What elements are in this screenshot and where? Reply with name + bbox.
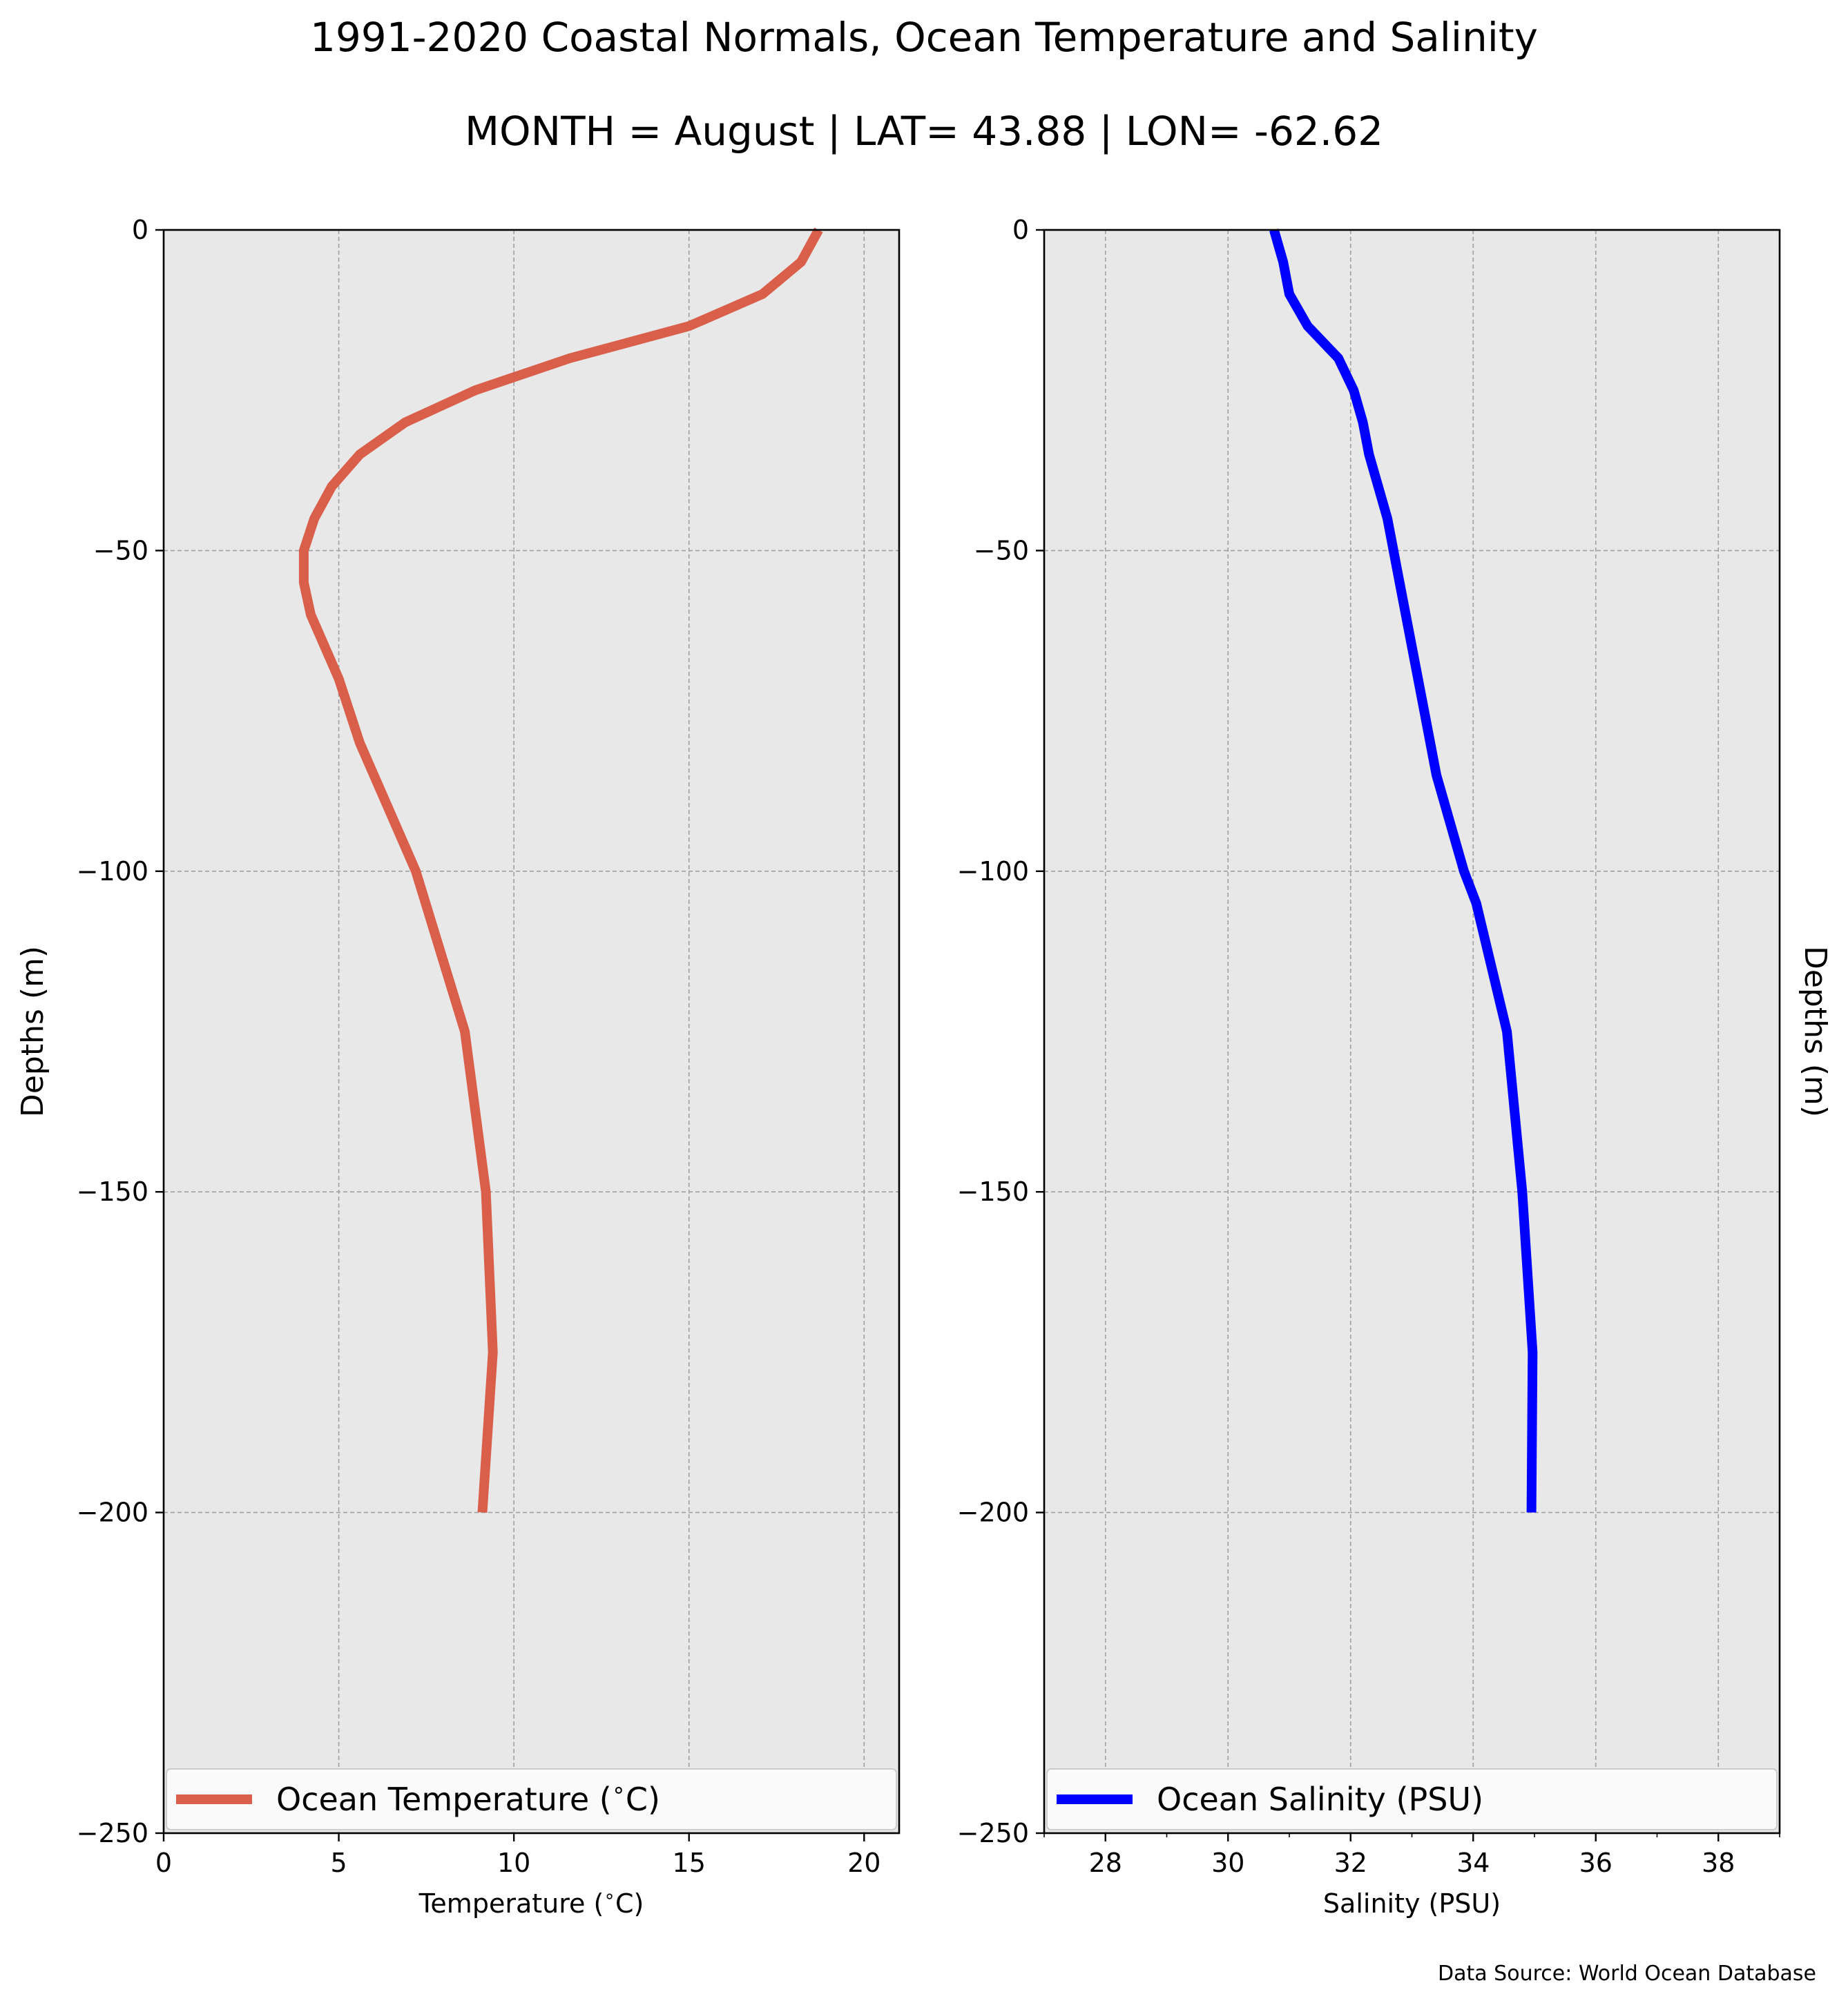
legend-box [166,1768,897,1830]
legend-box [1046,1768,1778,1830]
x-axis-label: Temperature (∘C) [418,1886,644,1919]
y-tick-label: −200 [77,1498,148,1528]
y-tick-label: −250 [957,1818,1029,1848]
y-tick-label: 0 [132,215,148,245]
y-tick-label: −100 [77,856,148,887]
plot-area [1044,230,1780,1833]
chart-subtitle: MONTH = August | LAT= 43.88 | LON= -62.6… [465,108,1383,155]
source-note: Data Source: World Ocean Database [1438,1962,1816,1986]
x-tick-label: 20 [847,1848,880,1878]
x-axis-label: Salinity (PSU) [1323,1888,1501,1919]
x-tick-label: 30 [1211,1848,1244,1878]
x-tick-label: 0 [155,1848,172,1878]
x-tick-label: 34 [1456,1848,1490,1878]
x-tick-label: 28 [1089,1848,1122,1878]
legend-label: Ocean Salinity (PSU) [1157,1781,1483,1818]
legend-label: Ocean Temperature (∘C) [276,1777,660,1818]
salinity-panel: Ocean Salinity (PSU) 28 30 32 34 36 38 0 −50 −100… [957,215,1833,1919]
x-tick-label: 15 [673,1848,706,1878]
series-line [1269,229,1538,1513]
y-tick-label: −250 [77,1818,148,1848]
legend: Ocean Temperature (∘C) [166,1768,897,1830]
x-tick-label: 38 [1702,1848,1735,1878]
x-tick-label: 32 [1334,1848,1367,1878]
y-tick-label: −150 [957,1177,1029,1207]
temperature-panel: Ocean Temperature (∘C) 0 5 10 15 20 0 −50 −100 −1… [15,215,901,1919]
legend: Ocean Salinity (PSU) [1046,1768,1778,1830]
y-tick-label: −150 [77,1177,148,1207]
series-line [298,227,823,1513]
axes-frame [162,229,901,1835]
x-tick-label: 36 [1579,1848,1613,1878]
y-tick-label: −200 [957,1498,1029,1528]
y-tick-label: −100 [957,856,1029,887]
y-tick-label: −50 [974,535,1029,565]
x-tick-label: 5 [330,1848,347,1878]
y-tick-label: −50 [93,535,148,565]
chart-title: 1991-2020 Coastal Normals, Ocean Tempera… [310,14,1538,61]
x-tick-label: 10 [497,1848,530,1878]
y-axis-label: Depths (m) [1798,946,1833,1117]
plot-area [164,230,899,1833]
y-tick-label: 0 [1012,215,1029,245]
y-axis-label: Depths (m) [15,946,50,1117]
